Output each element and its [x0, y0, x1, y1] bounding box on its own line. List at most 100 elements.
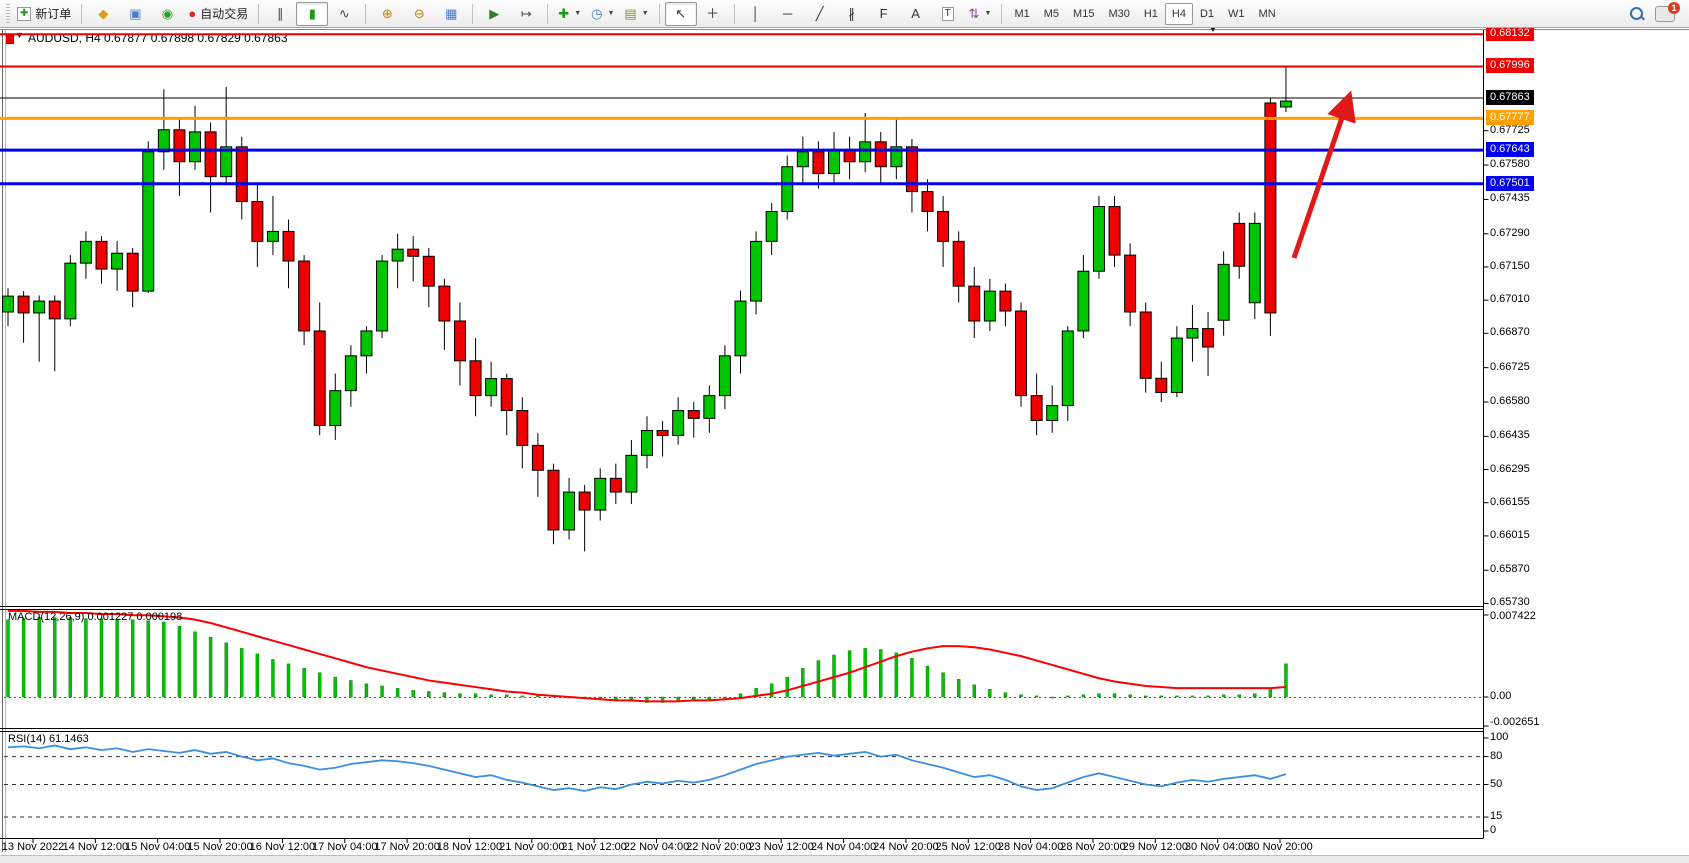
- auto-scroll-button[interactable]: ▶: [478, 2, 510, 26]
- search-icon[interactable]: [1629, 6, 1645, 22]
- macd-histogram-bar: [53, 617, 57, 698]
- horizontal-line-button[interactable]: ─: [772, 2, 804, 26]
- arrows-button[interactable]: ⇅ ▼: [964, 2, 997, 26]
- auto-trading-icon: ●: [188, 6, 197, 21]
- macd-histogram-bar: [1268, 687, 1273, 698]
- candle-body: [687, 410, 700, 419]
- text-label-button[interactable]: T: [932, 2, 964, 26]
- macd-signal-line: [8, 609, 1287, 703]
- candle-body: [516, 410, 529, 446]
- fibonacci-button[interactable]: F: [868, 2, 900, 26]
- candle-body: [968, 285, 981, 322]
- macd-histogram-bar: [442, 692, 447, 698]
- candle-chart-button[interactable]: ▮: [296, 1, 329, 26]
- candle-body: [750, 240, 763, 302]
- templates-button[interactable]: ▤ ▼: [619, 2, 653, 26]
- chart-shift-icon: ↦: [520, 6, 532, 21]
- toolbar-separator: [733, 3, 735, 24]
- templates-icon: ▤: [624, 6, 637, 21]
- signals-button[interactable]: ◉: [151, 2, 183, 26]
- candle-body: [1202, 328, 1215, 348]
- candle-body: [874, 141, 887, 168]
- macd-histogram-bar: [769, 683, 774, 698]
- line-chart-icon: ∿: [338, 6, 350, 21]
- crosshair-button[interactable]: ＋: [697, 2, 729, 26]
- text-icon: A: [911, 6, 920, 21]
- signals-icon: ◉: [161, 6, 174, 21]
- bar-chart-button[interactable]: ∥: [264, 2, 296, 26]
- candle-body: [1248, 222, 1261, 304]
- toolbar-right: 1: [1629, 1, 1685, 22]
- candle-body: [1108, 206, 1121, 256]
- channel-button[interactable]: ∦: [836, 2, 868, 26]
- time-axis-label: 18 Nov 12:00: [436, 841, 503, 853]
- dropdown-caret-icon: ▼: [607, 10, 615, 17]
- time-axis-label: 24 Nov 20:00: [873, 841, 939, 853]
- macd-histogram-bar: [1175, 695, 1179, 698]
- timeframe-m5-button[interactable]: M5: [1043, 7, 1060, 20]
- chart-shift-button[interactable]: ↦: [510, 2, 542, 26]
- candle-body: [905, 146, 918, 193]
- candle-body: [703, 395, 716, 419]
- candle-body: [344, 355, 357, 392]
- auto-trading-button[interactable]: ● 自动交易: [183, 2, 253, 26]
- symbols-button[interactable]: ◆: [87, 2, 119, 26]
- channel-icon: ∦: [848, 6, 855, 21]
- macd-histogram-bar: [84, 618, 88, 698]
- tile-windows-button[interactable]: ▦: [435, 2, 467, 26]
- new-order-button[interactable]: ✚ 新订单: [12, 2, 76, 26]
- line-chart-button[interactable]: ∿: [328, 2, 360, 26]
- macd-tick-label: 0.007422: [1490, 610, 1536, 622]
- zoom-in-button[interactable]: ⊕: [371, 2, 403, 26]
- macd-histogram-bar: [255, 653, 260, 698]
- periods-button[interactable]: ◷ ▼: [586, 2, 619, 26]
- timeframe-h1-button[interactable]: H1: [1143, 7, 1158, 20]
- vertical-line-button[interactable]: │: [740, 2, 772, 26]
- trendline-button[interactable]: ╱: [804, 2, 836, 26]
- timeframe-d1-button[interactable]: D1: [1199, 7, 1215, 20]
- time-axis-label: 28 Nov 04:00: [997, 841, 1064, 853]
- auto-scroll-icon: ▶: [489, 6, 500, 21]
- toolbar-grip: [6, 3, 10, 24]
- timeframe-m15-button[interactable]: M15: [1073, 7, 1095, 20]
- current-bar-marker-icon: ▼: [1208, 24, 1218, 35]
- timeframe-mn-button[interactable]: MN: [1258, 7, 1276, 20]
- text-button[interactable]: A: [900, 2, 932, 26]
- macd-histogram-bar: [458, 693, 462, 698]
- candle-body: [142, 151, 155, 292]
- candle-body: [17, 295, 30, 314]
- indicators-button[interactable]: ✚ ▼: [553, 2, 586, 26]
- timeframe-w1-button[interactable]: W1: [1228, 7, 1245, 20]
- macd-histogram-bar: [427, 691, 431, 698]
- main-toolbar: ✚ 新订单 ◆ ▣ ◉ ● 自动交易 ∥ ▮ ∿ ⊕ ⊖ ▦ ▶ ↦ ✚ ▼ ◷ ▼ ▤ ▼ ↖ ＋ │ ─ ╱ ∦ F A T ⇅ ▼ M1…: [0, 0, 1689, 28]
- timeframe-m30-button[interactable]: M30: [1108, 7, 1130, 20]
- time-axis-label: 15 Nov 04:00: [124, 841, 191, 853]
- timeframe-h4-button[interactable]: H4: [1164, 2, 1193, 25]
- price-tick-label: 0.65870: [1490, 563, 1530, 576]
- macd-histogram-bar: [801, 668, 805, 698]
- toolbar-separator: [547, 3, 549, 24]
- macd-histogram-bar: [1128, 694, 1132, 698]
- candle-body: [828, 149, 841, 175]
- macd-histogram-bar: [1066, 695, 1070, 698]
- cursor-button[interactable]: ↖: [664, 1, 697, 26]
- trend-arrow[interactable]: [1291, 90, 1356, 259]
- macd-histogram-bar: [536, 695, 540, 698]
- macd-histogram-bar: [988, 689, 992, 698]
- chat-icon[interactable]: 1: [1655, 1, 1680, 22]
- macd-histogram-bar: [1221, 694, 1226, 698]
- macd-histogram-bar: [1019, 694, 1023, 698]
- zoom-out-button[interactable]: ⊖: [403, 2, 435, 26]
- chart-window-button[interactable]: ▣: [119, 2, 151, 26]
- candle-body: [1264, 102, 1277, 314]
- candle-body: [656, 429, 669, 436]
- dropdown-caret-icon: ▼: [641, 10, 649, 17]
- timeframe-m1-button[interactable]: M1: [1014, 7, 1030, 20]
- macd-histogram-bar: [1003, 692, 1008, 698]
- macd-histogram-bar: [785, 676, 789, 698]
- rsi-tick-label: 15: [1490, 810, 1503, 823]
- macd-histogram-bar: [395, 687, 400, 698]
- price-tick-label: 0.66155: [1490, 495, 1530, 508]
